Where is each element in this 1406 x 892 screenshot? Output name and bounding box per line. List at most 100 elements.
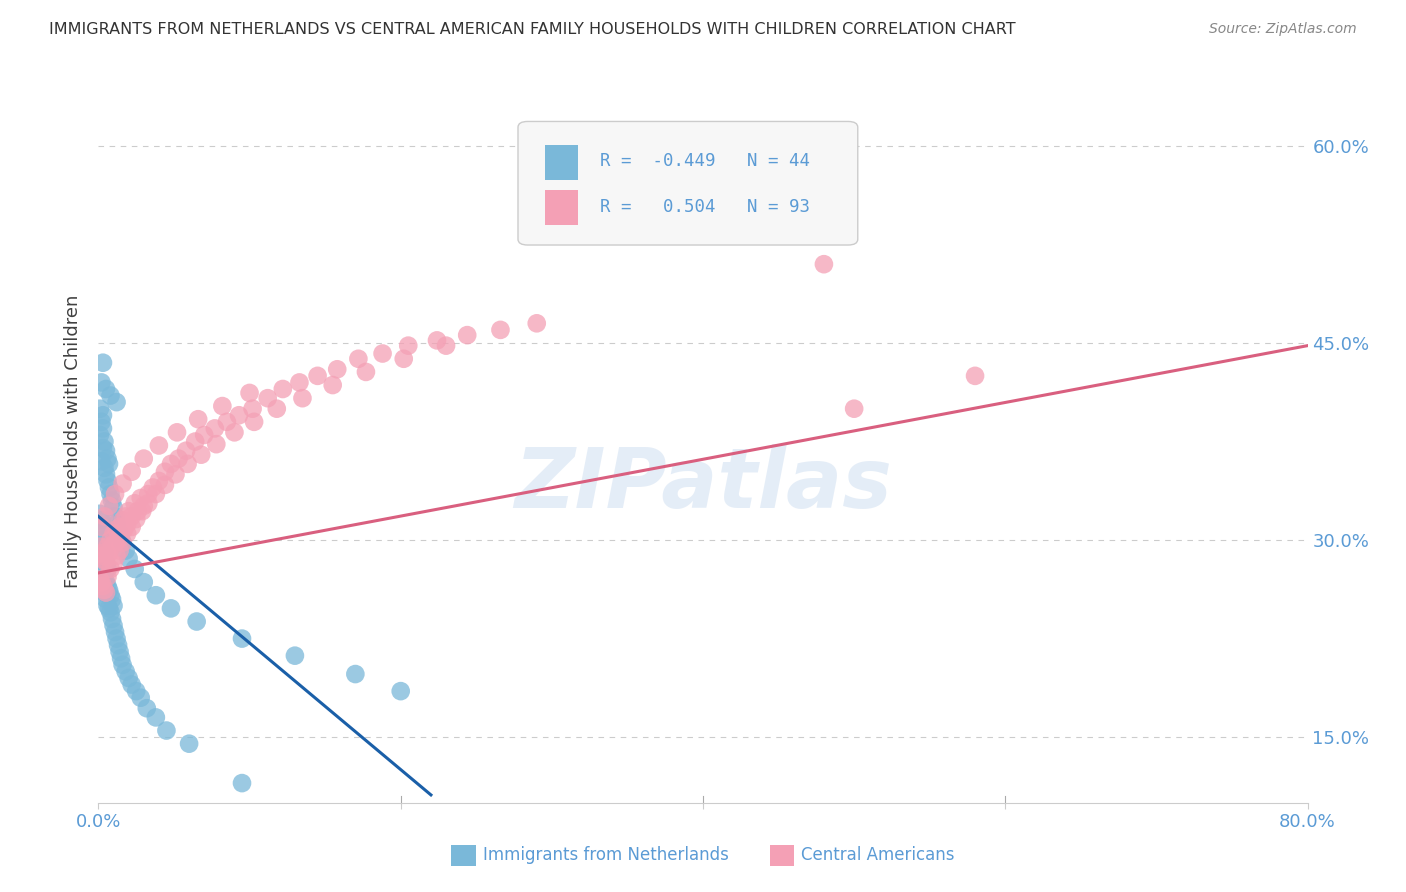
Point <box>142 481 165 495</box>
Point <box>94 585 117 599</box>
Point <box>90 526 112 541</box>
Point <box>124 562 146 576</box>
Point <box>90 454 112 468</box>
Point <box>103 618 125 632</box>
Point <box>98 546 121 560</box>
Point <box>108 645 131 659</box>
Text: R =   0.504   N = 93: R = 0.504 N = 93 <box>600 198 810 217</box>
Point <box>91 573 114 587</box>
Point <box>148 474 170 488</box>
Point <box>288 376 311 390</box>
Point <box>110 651 132 665</box>
Point <box>121 509 143 524</box>
Point <box>94 592 117 607</box>
Point <box>98 499 121 513</box>
Point <box>145 588 167 602</box>
Point <box>243 415 266 429</box>
Point <box>127 504 149 518</box>
Point <box>107 638 129 652</box>
Point <box>90 376 112 390</box>
Point <box>371 346 394 360</box>
Point <box>90 520 112 534</box>
Point <box>94 382 117 396</box>
Point <box>105 549 128 563</box>
Point <box>111 535 134 549</box>
Point <box>347 351 370 366</box>
Point <box>90 546 112 560</box>
Point <box>93 553 115 567</box>
Text: R =  -0.449   N = 44: R = -0.449 N = 44 <box>600 153 810 170</box>
Point <box>136 487 159 501</box>
Point <box>114 543 136 558</box>
Point <box>121 520 143 534</box>
Point <box>104 535 127 549</box>
Point <box>94 555 117 569</box>
Point <box>91 553 114 567</box>
Point <box>108 526 131 541</box>
FancyBboxPatch shape <box>517 121 858 245</box>
Point <box>111 535 134 549</box>
Point <box>89 520 111 534</box>
Point <box>131 504 153 518</box>
Point <box>231 776 253 790</box>
Point <box>184 434 207 449</box>
Point <box>110 526 132 541</box>
Point <box>104 509 127 524</box>
Point <box>100 562 122 576</box>
Point <box>96 474 118 488</box>
Point <box>101 592 124 607</box>
Point <box>661 145 683 160</box>
Point <box>160 601 183 615</box>
Point <box>98 582 121 597</box>
Point <box>121 677 143 691</box>
Point <box>104 625 127 640</box>
Point <box>125 512 148 526</box>
Point <box>193 428 215 442</box>
Point <box>121 465 143 479</box>
Point <box>103 500 125 515</box>
Point <box>90 513 112 527</box>
Point <box>215 415 238 429</box>
Point <box>111 476 134 491</box>
Point <box>426 334 449 348</box>
Point <box>96 579 118 593</box>
Point <box>124 496 146 510</box>
Point <box>98 601 121 615</box>
Point <box>132 575 155 590</box>
Point <box>91 549 114 563</box>
Point <box>101 493 124 508</box>
Point <box>108 543 131 558</box>
Point <box>231 632 253 646</box>
Point <box>242 401 264 416</box>
Point <box>125 684 148 698</box>
Point <box>93 582 115 597</box>
Point <box>91 441 114 455</box>
Point <box>489 323 512 337</box>
Point <box>93 434 115 449</box>
Point <box>111 657 134 672</box>
Point <box>322 378 344 392</box>
Point <box>105 517 128 532</box>
Point <box>239 386 262 401</box>
Point <box>114 509 136 524</box>
Point <box>155 723 177 738</box>
Point <box>211 399 233 413</box>
Point <box>91 356 114 370</box>
Point <box>179 737 201 751</box>
Point <box>456 328 478 343</box>
Point <box>266 401 288 416</box>
Point <box>129 690 152 705</box>
Point <box>291 391 314 405</box>
Point <box>96 540 118 554</box>
Point <box>132 499 155 513</box>
Point <box>101 612 124 626</box>
Point <box>389 684 412 698</box>
Point <box>105 395 128 409</box>
Point <box>96 570 118 584</box>
Point <box>91 579 114 593</box>
Point <box>284 648 307 663</box>
Point <box>100 588 122 602</box>
Point <box>132 451 155 466</box>
Point <box>105 632 128 646</box>
Point <box>228 409 250 423</box>
